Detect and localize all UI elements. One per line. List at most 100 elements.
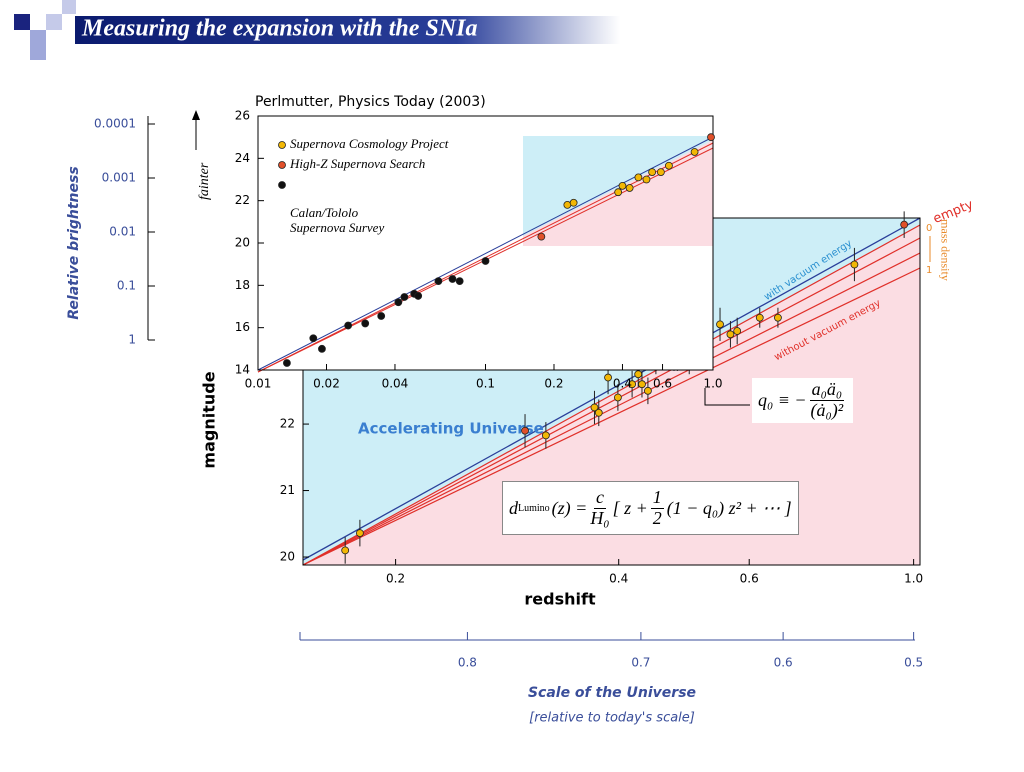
data-point (309, 334, 318, 343)
x-tick-label: 0.04 (382, 377, 409, 391)
y-tick-label: 14 (235, 363, 250, 377)
slide-title: Measuring the expansion with the SNIa (81, 16, 477, 42)
data-point (318, 344, 326, 353)
x-tick-label: 0.6 (653, 377, 672, 391)
data-point (604, 373, 612, 382)
data-point (537, 232, 546, 241)
data-point (644, 386, 652, 395)
brightness-tick-label: 0.0001 (94, 117, 136, 131)
curve (302, 267, 921, 566)
data-point (400, 293, 409, 301)
data-point (656, 168, 665, 176)
data-point (755, 313, 764, 322)
deco-square (62, 0, 76, 14)
data-point (341, 546, 350, 555)
data-point (448, 275, 457, 283)
x-tick-label: 0.02 (313, 377, 340, 391)
data-point (541, 431, 550, 440)
curve (302, 224, 921, 566)
data-point (634, 173, 643, 182)
legend-entry-text: Calan/Tololo Supernova Survey (290, 205, 385, 235)
deco-square (30, 30, 46, 46)
data-point (414, 292, 423, 300)
x-tick-label: 0.6 (740, 572, 759, 586)
x-tick-label: 1.0 (703, 377, 722, 391)
data-point (614, 188, 623, 197)
data-point (733, 327, 742, 335)
scale-tick-label: 0.5 (904, 656, 923, 670)
scale-tick-label: 0.7 (631, 656, 650, 670)
y-tick-label: 20 (280, 550, 295, 564)
data-point (361, 319, 370, 328)
x-tick-label: 0.01 (245, 377, 272, 391)
q0-formula: q₀ ≡ − a₀ä₀ (ȧ₀)² (752, 378, 854, 423)
x-axis-label: redshift (524, 590, 596, 609)
deco-square (46, 14, 62, 30)
data-point (455, 277, 464, 286)
legend-entry: Supernova Cosmology Project (290, 136, 449, 151)
density-tick: 0 (926, 223, 932, 234)
y-tick-label: 18 (235, 278, 250, 292)
data-point (569, 198, 578, 207)
region-label: Accelerating Universe (358, 420, 544, 438)
y-tick-label: 22 (235, 193, 250, 207)
legend-marker (278, 181, 286, 189)
data-point (613, 393, 622, 402)
y-tick-label: 20 (235, 236, 250, 250)
y-tick-label: 16 (235, 320, 250, 334)
curve (302, 217, 921, 561)
data-point (726, 330, 735, 339)
formula-part: c (593, 486, 606, 509)
data-point (377, 312, 386, 320)
data-point (716, 320, 724, 329)
y-tick-label: 21 (280, 483, 295, 497)
pointer (704, 388, 750, 406)
data-point (434, 277, 443, 286)
legend-marker (278, 161, 286, 169)
y-tick-label: 26 (235, 109, 250, 123)
data-point (625, 184, 634, 192)
brightness-tick-label: 0.001 (102, 171, 136, 185)
y-axis-label: magnitude (200, 371, 219, 468)
data-point (690, 148, 699, 156)
data-point (774, 313, 782, 322)
x-tick-label: 1.0 (904, 572, 923, 586)
x-tick-label: 0.2 (386, 572, 405, 586)
data-point (665, 161, 673, 170)
formula-part: [ z + (612, 497, 648, 518)
x-tick-label: 0.2 (544, 377, 563, 391)
brightness-tick-label: 1 (128, 333, 136, 347)
density-label: mass density (938, 219, 952, 281)
formula-part: (z) = (551, 497, 588, 518)
formula-part: d (509, 497, 518, 518)
formula-part: q₀ ≡ − (758, 389, 807, 410)
formula-part: 1 (650, 486, 664, 509)
legend-marker (278, 141, 286, 149)
formula-part: Lumino (518, 502, 550, 514)
brightness-tick-label: 0.1 (117, 279, 136, 293)
x-tick-label: 0.4 (609, 572, 628, 586)
data-point (594, 408, 603, 417)
deco-square (14, 14, 30, 30)
formula-part: a₀ä₀ (809, 379, 845, 401)
fraction: c H₀ (590, 486, 609, 529)
data-point (283, 359, 291, 367)
data-point (850, 260, 859, 269)
brightness-tick-label: 0.01 (109, 225, 136, 239)
data-point (344, 321, 353, 330)
density-tick: 1 (926, 265, 932, 276)
scale-sublabel: [relative to today's scale] (529, 711, 695, 726)
data-point (707, 133, 715, 142)
data-point (394, 298, 403, 307)
curve (302, 237, 921, 566)
scale-tick-label: 0.8 (458, 656, 477, 670)
deco-square (30, 46, 46, 60)
x-tick-label: 0.1 (476, 377, 495, 391)
curve-label: empty (931, 197, 976, 227)
scale-tick-label: 0.6 (774, 656, 793, 670)
inset-title: Perlmutter, Physics Today (2003) (255, 94, 486, 110)
